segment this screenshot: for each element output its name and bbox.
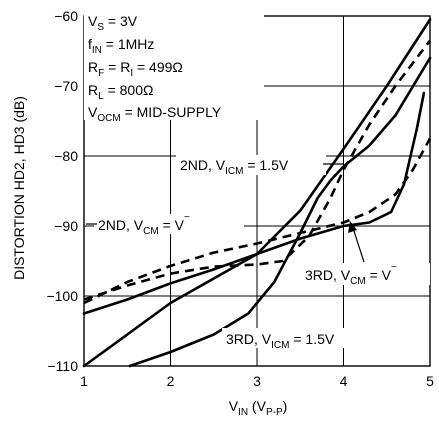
series-line-3 bbox=[82, 91, 426, 315]
x-tick-label-1: 1 bbox=[80, 373, 88, 389]
curves bbox=[82, 18, 432, 368]
arrowhead-3rd-vcm bbox=[348, 221, 357, 233]
y-tick-label-6: −110 bbox=[48, 358, 79, 374]
x-tick-label-3: 3 bbox=[253, 373, 261, 389]
y-tick-label-1: −60 bbox=[54, 8, 78, 24]
conditions-box: VS = 3V fIN = 1MHz RF = RI = 499Ω RL = 8… bbox=[84, 8, 264, 124]
x-tick-label-4: 4 bbox=[340, 373, 348, 389]
series-line-4 bbox=[82, 18, 432, 368]
series-line-5 bbox=[128, 56, 432, 368]
x-tick-label-5: 5 bbox=[426, 373, 434, 389]
condition-vs: VS = 3V bbox=[88, 13, 138, 33]
annotation-2nd-vcm: 2ND, VCM = V− bbox=[86, 212, 244, 237]
y-tick-label-4: −90 bbox=[54, 218, 78, 234]
y-tick-label-3: −80 bbox=[54, 148, 78, 164]
series-line-2 bbox=[83, 39, 432, 301]
label-2nd-vicm: 2ND, VICM = 1.5V bbox=[180, 157, 289, 177]
y-axis-label: DISTORTION HD2, HD3 (dB) bbox=[11, 96, 27, 280]
y-tick-label-5: −100 bbox=[46, 288, 78, 304]
annotation-3rd-vcm: 3RD, VCM = V− bbox=[302, 221, 430, 287]
condition-vocm: VOCM = MID-SUPPLY bbox=[88, 104, 222, 124]
annotation-3rd-vicm: 3RD, VICM = 1.5V bbox=[222, 328, 372, 351]
condition-fin: fIN = 1MHz bbox=[88, 36, 154, 56]
condition-rf: RF = RI = 499Ω bbox=[88, 59, 183, 79]
tick-labels: 1 2 3 4 5 −60 −70 −80 −90 −100 −110 bbox=[46, 8, 434, 389]
label-3rd-vcm: 3RD, VCM = V− bbox=[305, 262, 397, 287]
y-tick-label-2: −70 bbox=[54, 78, 78, 94]
x-tick-label-2: 2 bbox=[167, 373, 175, 389]
annotation-2nd-vicm: 2ND, VICM = 1.5V bbox=[176, 155, 343, 177]
label-2nd-vcm: 2ND, VCM = V− bbox=[98, 212, 190, 237]
label-3rd-vicm: 3RD, VICM = 1.5V bbox=[226, 331, 335, 351]
x-axis-label: VIN (VP-P) bbox=[229, 398, 288, 418]
condition-rl: RL = 800Ω bbox=[88, 82, 153, 102]
leader-3rd-vcm bbox=[351, 224, 365, 263]
conditions-background bbox=[84, 8, 264, 120]
